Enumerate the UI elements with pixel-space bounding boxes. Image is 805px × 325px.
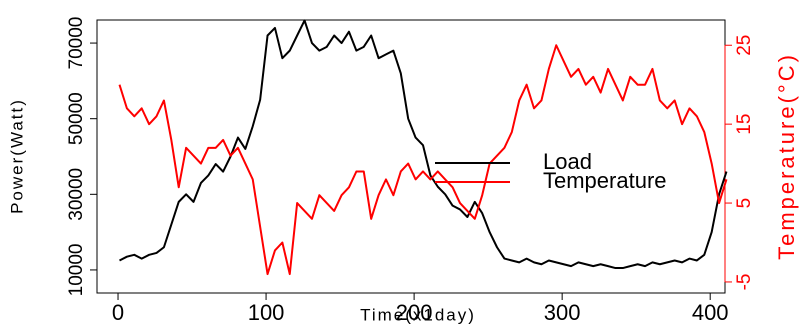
y2-tick-label: 5 xyxy=(734,198,755,209)
y2-axis-label: Temperature(°C) xyxy=(774,52,799,260)
y-tick-label: 50000 xyxy=(66,92,87,145)
x-tick-label: 100 xyxy=(248,300,285,325)
y-tick-label: 30000 xyxy=(66,168,87,221)
x-tick-label: 300 xyxy=(544,300,581,325)
y-axis-label: Power(Watt) xyxy=(7,98,26,214)
x-tick-label: 200 xyxy=(396,300,433,325)
x-tick-label: 0 xyxy=(112,300,124,325)
y-tick-label: 70000 xyxy=(66,17,87,70)
y-tick-label: 10000 xyxy=(66,244,87,297)
x-tick-label: 400 xyxy=(692,300,729,325)
y2-tick-label: -5 xyxy=(734,274,755,291)
y2-tick-label: 15 xyxy=(734,114,755,135)
series-line xyxy=(118,44,728,276)
plot-frame xyxy=(96,19,726,294)
series-line xyxy=(119,19,728,270)
y2-tick-label: 25 xyxy=(734,35,755,56)
legend-label: Load xyxy=(543,149,592,174)
legend-label: Temperature xyxy=(543,168,667,193)
x-axis-label: Time(x1day) xyxy=(360,305,476,324)
